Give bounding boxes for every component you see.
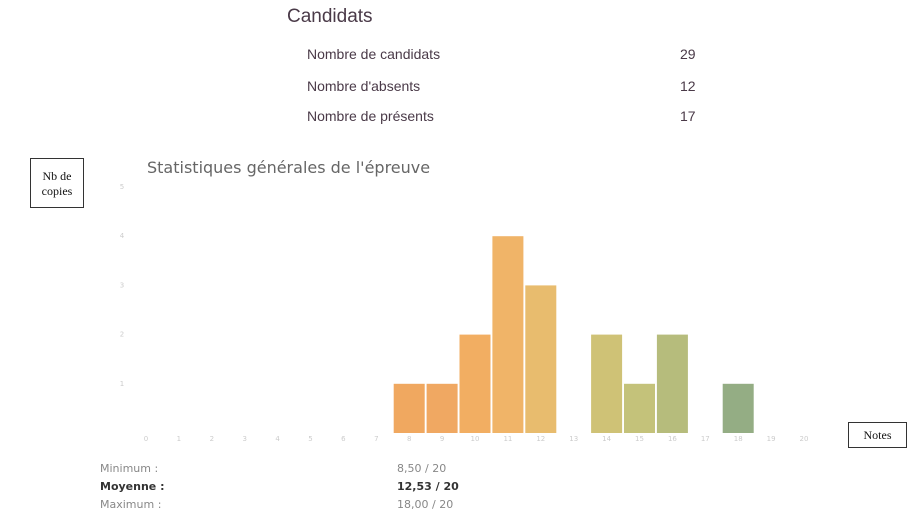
x-tick-label: 15 <box>635 435 644 443</box>
stat-value: 18,00 / 20 <box>397 498 454 511</box>
x-tick-label: 4 <box>275 435 280 443</box>
x-tick-label: 10 <box>471 435 480 443</box>
bar <box>525 285 557 433</box>
stat-label: Maximum : <box>100 498 162 511</box>
x-tick-label: 20 <box>800 435 809 443</box>
bar <box>656 334 688 433</box>
bar <box>393 383 425 433</box>
row-label: Nombre de candidats <box>307 46 441 62</box>
x-tick-label: 13 <box>569 435 578 443</box>
x-tick-label: 14 <box>602 435 611 443</box>
row-label: Nombre d'absents <box>307 78 421 94</box>
stat-value: 12,53 / 20 <box>397 480 459 493</box>
x-tick-label: 5 <box>308 435 312 443</box>
bar <box>624 383 655 433</box>
x-tick-label: 0 <box>144 435 148 443</box>
x-tick-label: 9 <box>440 435 444 443</box>
x-tick-label: 3 <box>242 435 246 443</box>
x-axis-annotation: Notes <box>848 422 907 448</box>
x-tick-label: 7 <box>374 435 378 443</box>
bar <box>492 236 524 433</box>
row-value: 29 <box>680 46 696 62</box>
bar <box>426 383 458 433</box>
stat-label: Minimum : <box>100 462 159 475</box>
section-title: Candidats <box>287 6 373 27</box>
x-tick-label: 12 <box>536 435 545 443</box>
x-tick-label: 11 <box>503 435 512 443</box>
row-value: 12 <box>680 78 696 94</box>
x-tick-label: 19 <box>767 435 776 443</box>
x-tick-label: 17 <box>701 435 710 443</box>
row-value: 17 <box>680 108 696 124</box>
x-tick-label: 16 <box>668 435 677 443</box>
x-tick-label: 8 <box>407 435 411 443</box>
bar <box>722 383 754 433</box>
y-axis-annotation: Nb de copies <box>30 158 84 208</box>
y-tick-label: 5 <box>120 183 124 191</box>
row-label: Nombre de présents <box>307 108 434 124</box>
x-tick-label: 6 <box>341 435 346 443</box>
x-tick-label: 18 <box>734 435 743 443</box>
x-tick-label: 2 <box>210 435 214 443</box>
bar <box>459 334 491 433</box>
chart-title: Statistiques générales de l'épreuve <box>147 158 431 177</box>
y-tick-label: 3 <box>120 281 124 289</box>
stat-label: Moyenne : <box>100 480 165 493</box>
y-tick-label: 4 <box>120 232 125 240</box>
stat-value: 8,50 / 20 <box>397 462 447 475</box>
y-tick-label: 1 <box>120 380 124 388</box>
y-tick-label: 2 <box>120 331 124 339</box>
bar <box>591 334 623 433</box>
x-tick-label: 1 <box>177 435 181 443</box>
